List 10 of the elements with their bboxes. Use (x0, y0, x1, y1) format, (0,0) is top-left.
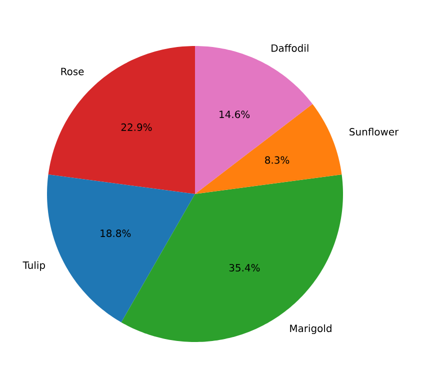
data-label: 22.9% (121, 123, 152, 131)
data-label: 8.3% (265, 156, 290, 164)
data-label: 35.4% (229, 264, 260, 272)
slice-label: Daffodil (272, 44, 308, 52)
slice-label: Tulip (22, 261, 45, 271)
data-label: 18.8% (100, 230, 131, 238)
slice-label: Sunflower (350, 128, 399, 136)
slice-label: Marigold (290, 324, 332, 334)
slice-label: Rose (61, 68, 84, 76)
data-label: 14.6% (220, 110, 250, 118)
